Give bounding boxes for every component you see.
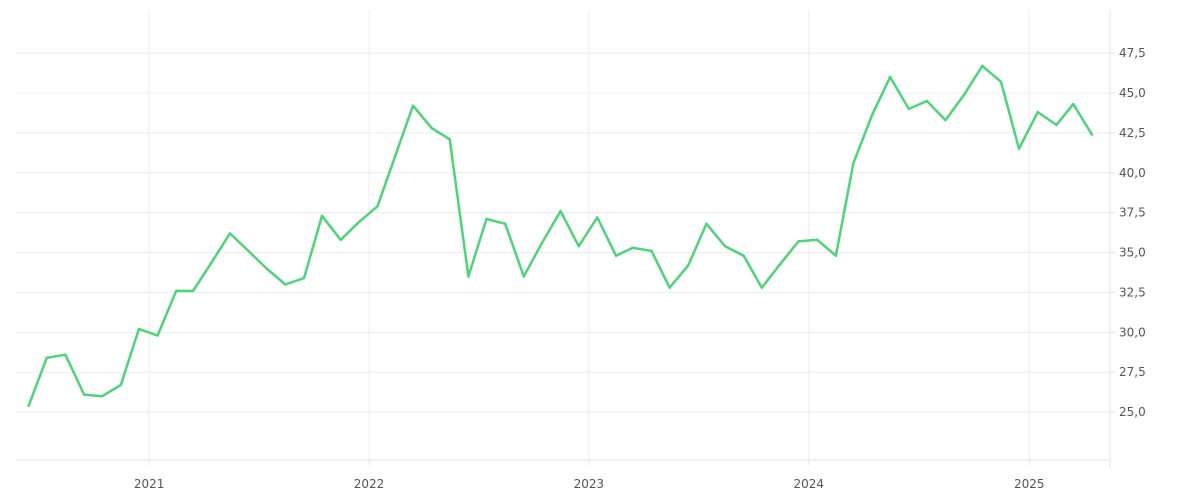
- data-point: [981, 64, 984, 68]
- data-point: [614, 254, 618, 257]
- vertical-gridlines: [148, 10, 1030, 460]
- data-point: [411, 104, 415, 107]
- data-point: [631, 246, 635, 249]
- data-point: [247, 249, 250, 253]
- data-point: [888, 75, 892, 79]
- data-point: [156, 334, 159, 337]
- data-point: [1055, 123, 1058, 127]
- data-point: [137, 327, 141, 331]
- data-point: [1036, 110, 1039, 114]
- data-point: [64, 353, 67, 356]
- x-tick-label: 2024: [794, 477, 825, 491]
- data-point: [650, 249, 653, 253]
- series-layer: [27, 64, 1094, 407]
- data-point: [705, 222, 708, 225]
- data-point: [448, 138, 451, 141]
- data-point: [191, 289, 195, 293]
- data-point: [119, 383, 123, 387]
- y-tick-label: 47,5: [1119, 46, 1146, 60]
- x-tick-label: 2022: [354, 477, 385, 491]
- data-point: [963, 93, 966, 96]
- data-point: [668, 286, 671, 289]
- data-point: [1017, 147, 1021, 150]
- y-tick-label: 30,0: [1119, 325, 1146, 339]
- data-point: [852, 162, 855, 165]
- data-point: [944, 118, 947, 122]
- data-point: [27, 404, 30, 407]
- data-point: [760, 286, 763, 289]
- y-tick-label: 25,0: [1119, 405, 1146, 419]
- series-line: [27, 64, 1094, 407]
- data-point: [577, 245, 580, 248]
- data-point: [1072, 102, 1075, 106]
- y-tick-label: 40,0: [1119, 166, 1146, 180]
- data-point: [596, 216, 599, 219]
- data-point: [357, 221, 360, 224]
- y-tick-label: 45,0: [1119, 86, 1146, 100]
- data-point: [376, 205, 379, 208]
- data-point: [45, 356, 48, 360]
- data-point: [320, 214, 324, 218]
- data-point: [1090, 133, 1094, 136]
- data-point: [907, 107, 910, 111]
- data-point: [394, 152, 398, 155]
- y-tick-label: 35,0: [1119, 246, 1146, 260]
- data-point: [265, 267, 268, 270]
- data-point: [999, 80, 1003, 84]
- data-point: [540, 241, 544, 245]
- data-point: [779, 262, 782, 265]
- data-point: [559, 209, 562, 213]
- x-tick-label: 2023: [574, 477, 605, 491]
- data-point: [82, 393, 86, 396]
- data-point: [339, 238, 342, 241]
- data-point: [870, 114, 874, 117]
- data-point: [816, 238, 819, 241]
- data-point: [742, 254, 745, 257]
- x-tick-label: 2021: [134, 477, 165, 491]
- data-point: [925, 99, 929, 103]
- x-tick-label: 2025: [1014, 477, 1045, 491]
- data-point: [485, 217, 488, 221]
- data-point: [175, 289, 178, 293]
- y-tick-label: 32,5: [1119, 285, 1146, 299]
- data-point: [467, 275, 470, 278]
- data-point: [100, 395, 104, 398]
- data-point: [834, 254, 838, 257]
- data-point: [522, 275, 525, 278]
- y-tick-label: 42,5: [1119, 126, 1146, 140]
- data-point: [797, 240, 800, 243]
- y-tick-label: 37,5: [1119, 206, 1146, 220]
- data-point: [284, 283, 287, 286]
- data-point: [504, 222, 507, 225]
- data-point: [687, 264, 690, 267]
- data-point: [430, 126, 433, 130]
- data-point: [210, 260, 213, 264]
- y-axis-tick-labels: 25,0 27,5 30,0 32,5 35,0 37,5 40,0 42,5 45,0 47,5: [1110, 46, 1146, 419]
- horizontal-gridlines: [16, 52, 1110, 413]
- data-point: [723, 245, 727, 248]
- y-tick-label: 27,5: [1119, 365, 1146, 379]
- data-point: [228, 232, 232, 235]
- x-axis-tick-labels: 2021 2022 2023 2024 2025: [134, 460, 1045, 491]
- data-point: [302, 276, 306, 280]
